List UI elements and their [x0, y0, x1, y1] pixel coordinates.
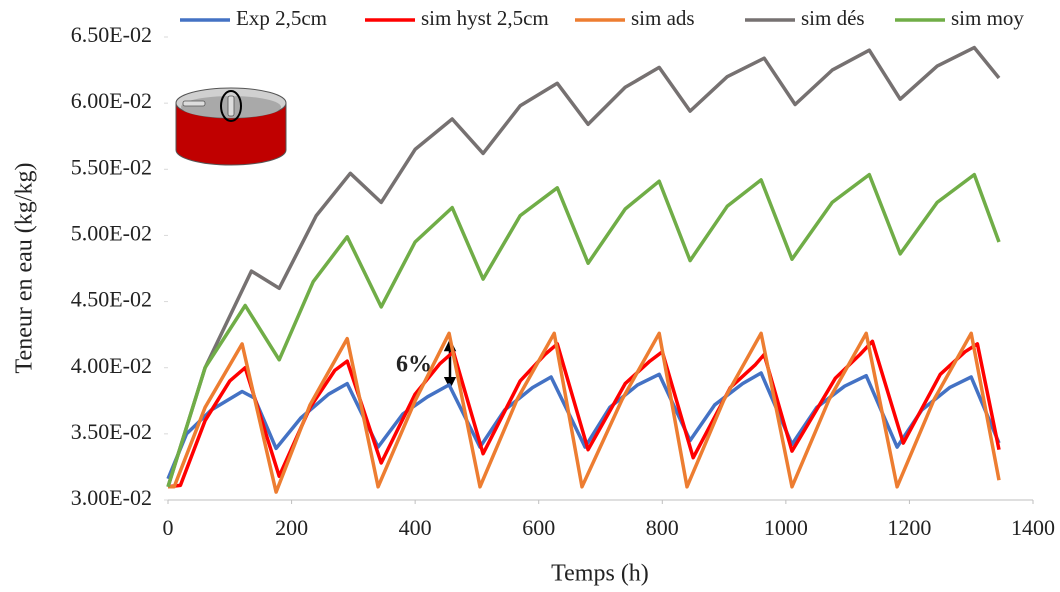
series-line — [168, 331, 1001, 494]
cylinder-icon — [175, 87, 287, 166]
y-tick-label: 4.00E-02 — [71, 353, 152, 378]
y-axis-title: Teneur en eau (kg/kg) — [12, 163, 38, 374]
y-tick-label: 6.50E-02 — [71, 22, 152, 47]
legend-text: sim hyst 2,5cm — [421, 6, 549, 30]
series-line — [166, 172, 1001, 488]
x-tick-label: 400 — [399, 515, 432, 540]
y-tick-label: 5.00E-02 — [71, 220, 152, 245]
x-tick-label: 1000 — [764, 515, 808, 540]
series-line — [166, 45, 1001, 488]
x-axis-title: Temps (h) — [551, 561, 649, 587]
y-tick-label: 5.50E-02 — [71, 154, 152, 179]
x-tick-label: 0 — [163, 515, 174, 540]
series-line — [166, 371, 1001, 480]
legend-text: Exp 2,5cm — [236, 6, 327, 30]
legend-text: sim moy — [951, 6, 1024, 30]
x-tick-label: 200 — [275, 515, 308, 540]
annotation: 6% — [396, 352, 432, 378]
legend-text: sim ads — [631, 6, 695, 30]
y-tick-label: 4.50E-02 — [71, 287, 152, 312]
y-tick-label: 3.50E-02 — [71, 419, 152, 444]
y-tick-label: 3.00E-02 — [71, 485, 152, 510]
legend-text: sim dés — [801, 6, 865, 30]
x-tick-label: 1200 — [887, 515, 931, 540]
x-tick-label: 800 — [646, 515, 679, 540]
series-line — [167, 339, 1001, 489]
x-tick-label: 1400 — [1011, 515, 1055, 540]
y-tick-label: 6.00E-02 — [71, 88, 152, 113]
x-tick-label: 600 — [522, 515, 555, 540]
